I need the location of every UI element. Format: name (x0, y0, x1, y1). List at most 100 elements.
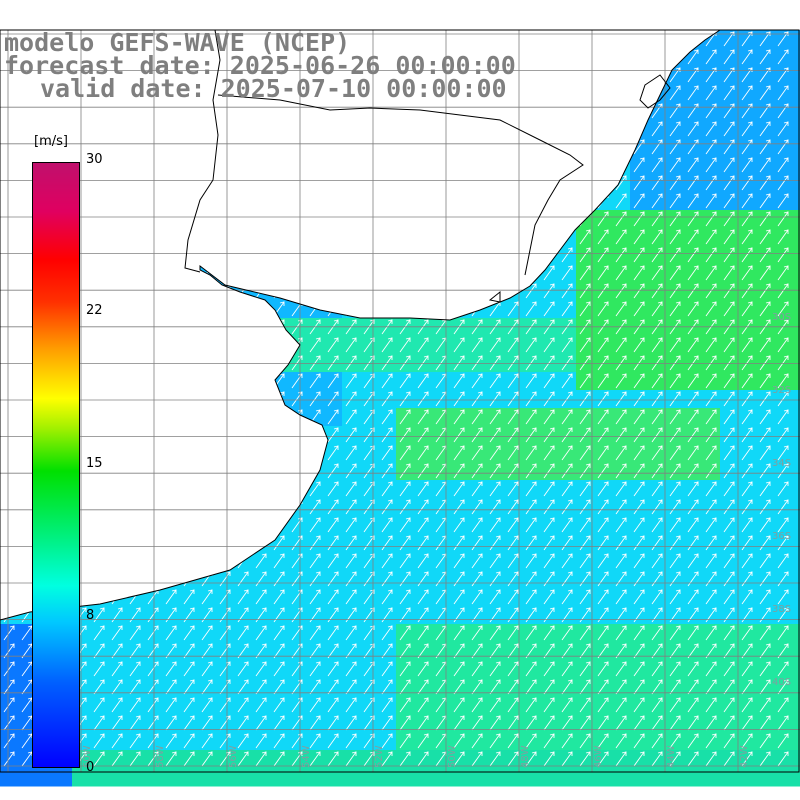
wind-arrow-head (693, 589, 699, 594)
wind-arrow-head (747, 337, 753, 342)
wind-arrow-head (351, 697, 357, 702)
wind-arrow (741, 337, 753, 353)
wind-arrow-head (567, 319, 573, 324)
wind-arrow (525, 697, 537, 713)
wind-arrow (759, 553, 771, 569)
wind-arrow (669, 535, 681, 551)
wind-arrow-head (423, 715, 429, 720)
wind-arrow (669, 229, 681, 245)
wind-arrow-head (621, 661, 627, 666)
wind-arrow-head (621, 355, 627, 360)
wind-arrow (363, 715, 375, 731)
wind-arrow-head (333, 517, 339, 522)
wind-arrow (561, 499, 573, 515)
wind-arrow-head (423, 517, 429, 522)
wind-arrow (525, 445, 537, 461)
wind-arrow-head (567, 697, 573, 702)
wind-arrow-head (459, 499, 465, 504)
wind-arrow (453, 571, 465, 587)
wind-arrow (597, 553, 609, 569)
wind-arrow (435, 427, 447, 443)
wind-arrow-head (477, 553, 483, 558)
wind-arrow (615, 481, 627, 497)
wind-arrow-head (729, 445, 735, 450)
wind-arrow (723, 643, 735, 659)
wind-arrow (525, 679, 537, 695)
wind-arrow (129, 679, 141, 695)
wind-arrow (453, 535, 465, 551)
wind-arrow (453, 679, 465, 695)
wind-arrow-head (171, 589, 177, 594)
wind-arrow-head (675, 751, 681, 756)
wind-arrow-head (711, 715, 717, 720)
wind-arrow (345, 661, 357, 677)
wind-arrow-head (423, 463, 429, 468)
wind-arrow (615, 571, 627, 587)
wind-arrow-head (513, 337, 519, 342)
wind-arrow (741, 85, 753, 101)
wind-arrow (399, 625, 411, 641)
wind-arrow-head (207, 589, 213, 594)
wind-arrow (669, 679, 681, 695)
lon-label: 52W (374, 745, 385, 768)
wind-arrow (3, 643, 15, 659)
wind-arrow-head (459, 355, 465, 360)
wind-arrow (507, 751, 519, 767)
wind-arrow (543, 337, 555, 353)
wind-arrow (597, 697, 609, 713)
wind-arrow-head (495, 535, 501, 540)
wind-arrow-head (459, 535, 465, 540)
wind-arrow-head (351, 643, 357, 648)
wind-arrow (165, 643, 177, 659)
wind-arrow-head (135, 679, 141, 684)
wind-arrow (471, 589, 483, 605)
wind-arrow-head (621, 643, 627, 648)
wind-arrow-head (153, 625, 159, 630)
wind-arrow-head (243, 571, 249, 576)
wind-arrow (615, 643, 627, 659)
wind-arrow-head (747, 715, 753, 720)
wind-arrow-head (729, 643, 735, 648)
wind-arrow (147, 733, 159, 749)
wind-arrow (471, 373, 483, 389)
wind-arrow-head (639, 373, 645, 378)
wind-arrow (741, 49, 753, 65)
wind-arrow-head (711, 481, 717, 486)
wind-arrow-head (711, 103, 717, 108)
wind-arrow-head (117, 607, 123, 612)
wind-arrow-head (603, 301, 609, 306)
wind-arrow (453, 427, 465, 443)
wind-arrow-head (513, 481, 519, 486)
wind-arrow-head (369, 445, 375, 450)
wind-arrow (669, 427, 681, 443)
wind-arrow (399, 589, 411, 605)
wind-arrow-head (711, 553, 717, 558)
wind-arrow (273, 625, 285, 641)
wind-arrow (777, 589, 789, 605)
wind-arrow (633, 373, 645, 389)
wind-arrow-head (243, 751, 249, 756)
wind-arrow (579, 391, 591, 407)
wind-arrow (507, 463, 519, 479)
lon-labels: 60W 58W 56W 54W 52W 50W 48W 46W 44W 42W (82, 745, 750, 768)
wind-arrow (525, 499, 537, 515)
wind-arrow-head (81, 661, 87, 666)
wind-arrow-head (477, 589, 483, 594)
wind-arrow (3, 661, 15, 677)
wind-arrow-head (675, 733, 681, 738)
wind-arrow-head (405, 697, 411, 702)
wind-arrow-head (405, 643, 411, 648)
wind-arrow (669, 121, 681, 137)
wind-arrow (561, 247, 573, 263)
wind-arrow-head (729, 409, 735, 414)
wind-arrow-head (477, 337, 483, 342)
wind-arrow-head (477, 481, 483, 486)
wind-arrow-head (423, 373, 429, 378)
wind-arrow (237, 589, 249, 605)
wind-arrow-head (657, 625, 663, 630)
wind-arrow-head (693, 85, 699, 90)
wind-arrow (633, 661, 645, 677)
wind-arrow (759, 337, 771, 353)
wind-arrow (489, 553, 501, 569)
wind-arrow-head (765, 589, 771, 594)
